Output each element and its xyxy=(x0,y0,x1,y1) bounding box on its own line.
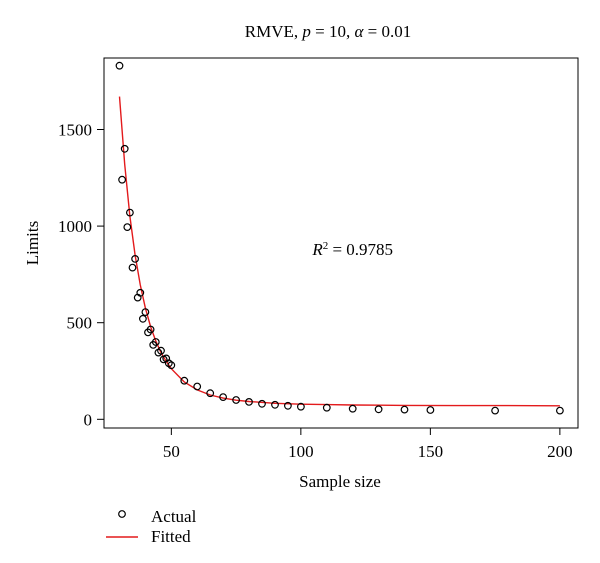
actual-point-33 xyxy=(374,405,383,414)
y-tick-label-0: 0 xyxy=(84,410,93,429)
actual-point-10 xyxy=(141,308,150,317)
actual-point-24 xyxy=(219,393,228,402)
y-tick-label-1000: 1000 xyxy=(58,217,92,236)
actual-point-20 xyxy=(167,361,176,370)
actual-point-35 xyxy=(426,406,435,414)
actual-point-1 xyxy=(118,175,126,184)
actual-point-30 xyxy=(297,402,305,411)
actual-point-0 xyxy=(115,61,124,70)
actual-point-4 xyxy=(125,208,134,217)
actual-point-5 xyxy=(128,263,137,272)
legend-actual-label: Actual xyxy=(151,507,197,526)
actual-series xyxy=(115,61,564,415)
actual-point-14 xyxy=(151,338,160,346)
x-tick-label-150: 150 xyxy=(418,442,444,461)
actual-point-16 xyxy=(157,346,165,355)
x-tick-label-100: 100 xyxy=(288,442,314,461)
x-axis-label: Sample size xyxy=(299,472,381,491)
actual-point-26 xyxy=(245,398,253,406)
actual-point-3 xyxy=(123,223,132,232)
actual-point-23 xyxy=(206,389,215,398)
actual-point-34 xyxy=(400,405,409,414)
actual-point-21 xyxy=(180,376,189,385)
actual-point-9 xyxy=(138,314,147,323)
legend: Actual Fitted xyxy=(106,507,197,546)
chart-title: RMVE, p = 10, α = 0.01 xyxy=(245,22,412,41)
actual-point-6 xyxy=(131,254,140,263)
legend-actual-marker xyxy=(118,510,126,518)
actual-point-25 xyxy=(232,396,241,404)
x-axis: 50 100 150 200 xyxy=(163,428,573,461)
y-axis: 0 500 1000 1500 xyxy=(58,120,104,429)
actual-point-29 xyxy=(284,401,292,410)
y-tick-label-500: 500 xyxy=(67,314,93,333)
actual-point-12 xyxy=(146,325,155,334)
x-tick-label-200: 200 xyxy=(547,442,573,461)
actual-point-36 xyxy=(491,406,500,415)
actual-point-22 xyxy=(193,382,202,391)
actual-point-37 xyxy=(556,406,564,415)
actual-point-27 xyxy=(258,399,266,408)
actual-point-8 xyxy=(136,288,145,297)
actual-point-2 xyxy=(120,144,129,153)
actual-point-31 xyxy=(322,403,331,412)
actual-point-28 xyxy=(271,400,279,409)
plot-frame xyxy=(103,57,579,429)
y-axis-label: Limits xyxy=(23,221,42,265)
legend-fitted-label: Fitted xyxy=(151,527,191,546)
y-tick-label-1500: 1500 xyxy=(58,120,92,139)
actual-point-32 xyxy=(348,404,357,413)
x-tick-label-50: 50 xyxy=(163,442,180,461)
r-squared-annotation: R2 = 0.9785 xyxy=(311,240,393,259)
